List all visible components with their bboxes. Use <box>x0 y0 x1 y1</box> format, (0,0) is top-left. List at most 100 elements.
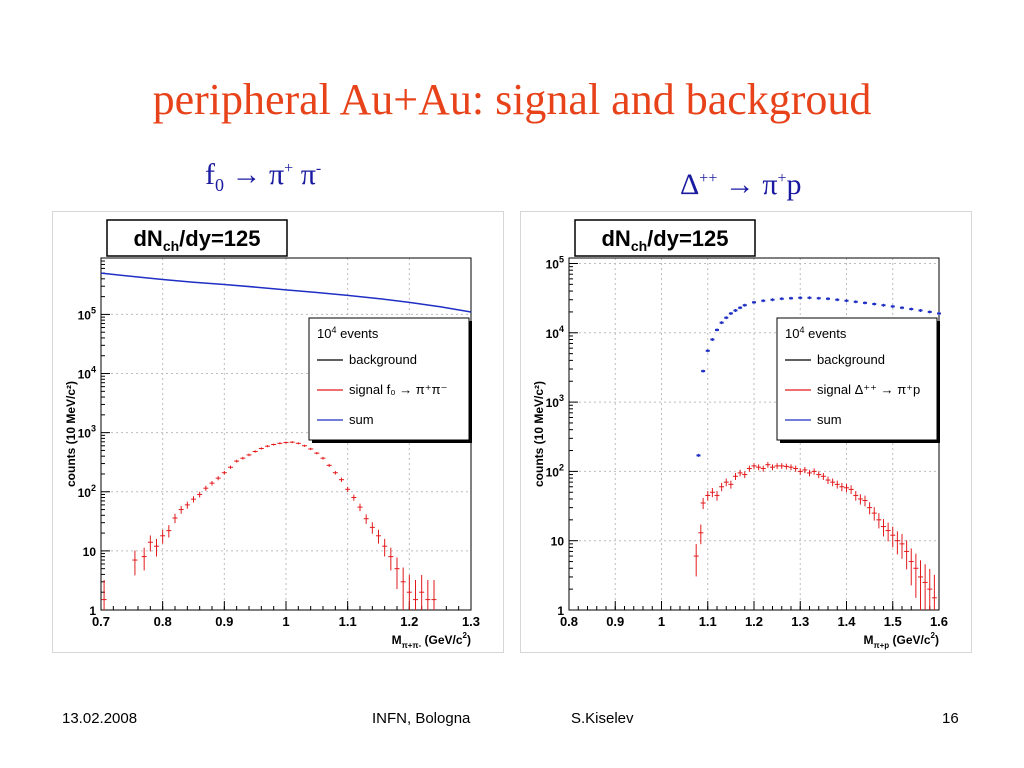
data-point-sum <box>696 453 701 457</box>
data-point-signal <box>178 505 184 514</box>
y-tick-label: 105 <box>546 254 564 271</box>
data-point-signal <box>277 442 283 445</box>
data-point-signal <box>320 456 326 460</box>
footer-date: 13.02.2008 <box>62 710 138 727</box>
data-point-signal <box>746 465 752 472</box>
legend-header-exp: 4 <box>799 325 804 335</box>
data-point-signal <box>853 490 859 501</box>
data-point-sum <box>835 298 840 302</box>
footer-page-number: 16 <box>942 710 959 727</box>
y-tick-base: 10 <box>78 427 92 441</box>
data-point-signal <box>295 442 301 445</box>
data-point-signal <box>751 463 757 469</box>
data-point-signal <box>723 478 729 487</box>
data-point-sum <box>872 302 877 306</box>
data-point-signal <box>141 547 147 571</box>
data-point-signal <box>413 579 418 610</box>
chart-title: dNch/dy=125 <box>133 226 260 254</box>
data-point-signal <box>363 514 369 524</box>
data-point-sum <box>789 296 793 300</box>
chart-title-sub: ch <box>163 238 179 254</box>
legend-entry-label: signal f₀ → π⁺π⁻ <box>349 382 447 397</box>
data-point-signal <box>797 468 803 475</box>
data-point-signal <box>265 445 270 448</box>
data-point-signal <box>406 574 412 610</box>
data-point-signal <box>252 450 258 453</box>
data-point-signal <box>184 501 190 509</box>
y-tick-label: 102 <box>78 483 96 500</box>
data-point-signal <box>728 480 734 489</box>
subtitle-right-arrow: → <box>724 168 755 201</box>
y-tick-label: 104 <box>546 324 564 341</box>
x-tick-label: 0.9 <box>606 614 624 629</box>
data-point-sum <box>881 303 886 307</box>
legend: 104 events background signal Δ⁺⁺ → π⁺p sum <box>776 317 940 443</box>
legend-header-exp: 4 <box>331 325 336 335</box>
data-point-signal <box>166 525 172 538</box>
x-tick-label: 1 <box>282 614 289 629</box>
data-point-sum <box>937 311 941 315</box>
data-point-signal <box>289 441 295 444</box>
data-point-signal <box>228 465 233 469</box>
data-point-sum <box>853 300 858 304</box>
data-point-signal <box>834 480 840 489</box>
data-point-sum <box>742 303 747 307</box>
data-point-signal <box>733 473 738 480</box>
data-point-signal <box>783 463 789 470</box>
data-point-sum <box>927 310 932 314</box>
y-tick-base: 10 <box>78 308 92 322</box>
data-point-signal <box>351 494 357 501</box>
data-point-signal <box>271 443 277 446</box>
chart-title-a: dN <box>601 226 630 251</box>
data-point-sum <box>918 308 923 312</box>
y-tick-base: 10 <box>546 396 560 410</box>
data-point-signal <box>221 470 227 475</box>
data-point-signal <box>314 451 320 455</box>
data-point-signal <box>848 485 854 495</box>
legend-entry-label: background <box>349 352 417 367</box>
data-point-sum <box>890 304 895 308</box>
data-point-signal <box>793 465 799 472</box>
y-tick-label: 10 <box>83 545 97 559</box>
data-point-signal <box>862 495 868 507</box>
data-point-signal <box>922 564 928 610</box>
y-tick-exponent: 5 <box>559 254 564 264</box>
x-axis-label-c: ) <box>467 633 471 647</box>
data-point-sum <box>844 299 849 303</box>
data-point-signal <box>908 548 914 586</box>
footer-place: INFN, Bologna <box>372 710 471 727</box>
x-axis-label-a: M <box>392 633 402 647</box>
data-point-signal <box>283 441 289 444</box>
x-tick-label: 1.1 <box>339 614 357 629</box>
data-point-signal <box>867 502 873 515</box>
data-point-signal <box>400 567 406 610</box>
data-point-signal <box>765 461 771 468</box>
legend-entry-label: background <box>817 352 885 367</box>
y-tick-base: 10 <box>551 535 565 549</box>
data-point-signal <box>918 560 923 610</box>
data-point-signal <box>431 579 437 610</box>
chart-title-box: dNch/dy=125 <box>574 219 756 257</box>
chart-title-sub: ch <box>631 238 647 254</box>
data-point-signal <box>890 526 896 548</box>
chart-title-frame <box>574 219 756 257</box>
y-tick-exponent: 5 <box>91 305 96 315</box>
subtitle-right-pion: π <box>762 168 778 201</box>
data-point-signal <box>339 477 344 482</box>
x-axis-label-sup: 2 <box>931 631 936 640</box>
data-point-signal <box>388 547 394 571</box>
x-tick-label: 1.6 <box>930 614 948 629</box>
y-axis-label: counts (10 MeV/c²) <box>64 381 78 487</box>
data-point-signal <box>215 476 221 481</box>
legend-header-rest: events <box>336 326 378 341</box>
data-point-signal <box>871 507 877 521</box>
chart-title-b: /dy=125 <box>647 226 728 251</box>
data-point-sum <box>863 301 867 305</box>
data-point-signal <box>172 513 178 524</box>
y-tick-exponent: 3 <box>91 424 96 434</box>
y-tick-base: 1 <box>89 604 96 618</box>
y-tick-label: 105 <box>78 305 96 322</box>
data-point-signal <box>147 535 153 552</box>
data-point-signal <box>425 579 431 610</box>
subtitle-right-proton: p <box>786 168 802 201</box>
